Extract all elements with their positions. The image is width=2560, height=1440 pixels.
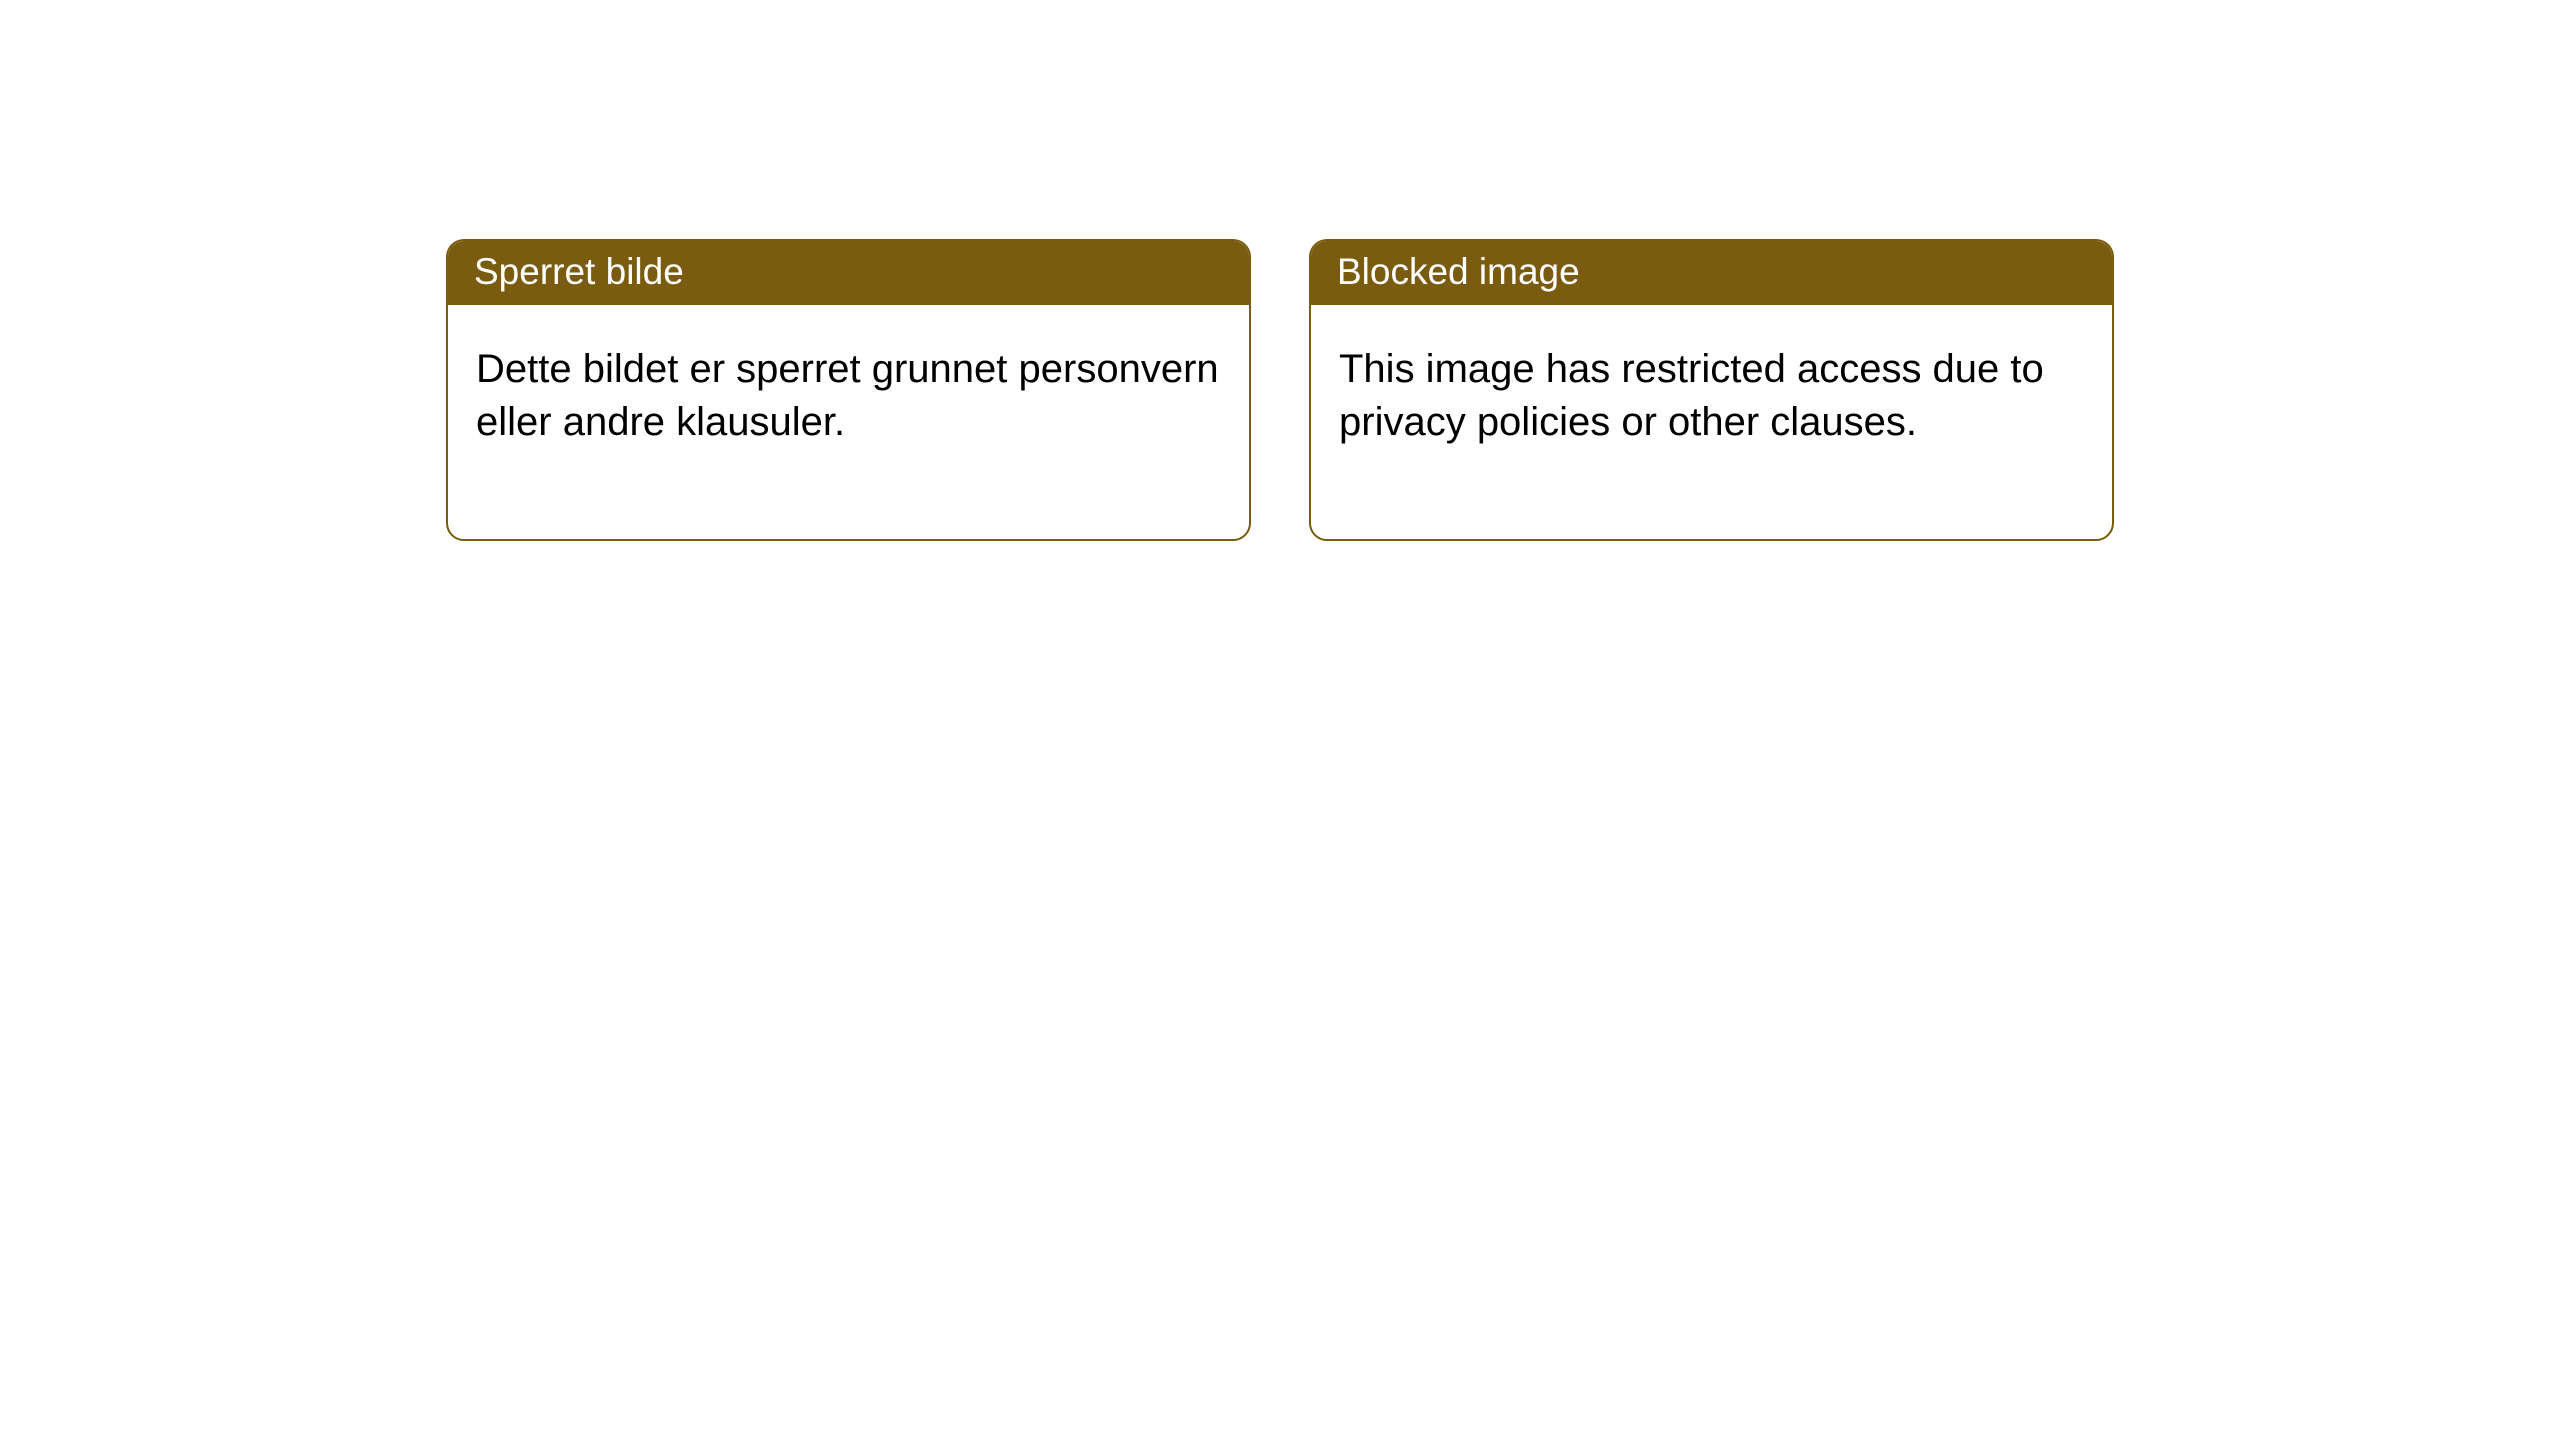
card-title: Blocked image (1337, 251, 1580, 292)
notice-card-english: Blocked image This image has restricted … (1309, 239, 2114, 541)
card-body-text: Dette bildet er sperret grunnet personve… (476, 347, 1219, 444)
notice-card-norwegian: Sperret bilde Dette bildet er sperret gr… (446, 239, 1251, 541)
card-title: Sperret bilde (474, 251, 684, 292)
card-header: Sperret bilde (448, 241, 1249, 305)
card-header: Blocked image (1311, 241, 2112, 305)
card-body: Dette bildet er sperret grunnet personve… (448, 305, 1249, 539)
notice-cards-container: Sperret bilde Dette bildet er sperret gr… (0, 239, 2560, 541)
card-body: This image has restricted access due to … (1311, 305, 2112, 539)
card-body-text: This image has restricted access due to … (1339, 347, 2044, 444)
